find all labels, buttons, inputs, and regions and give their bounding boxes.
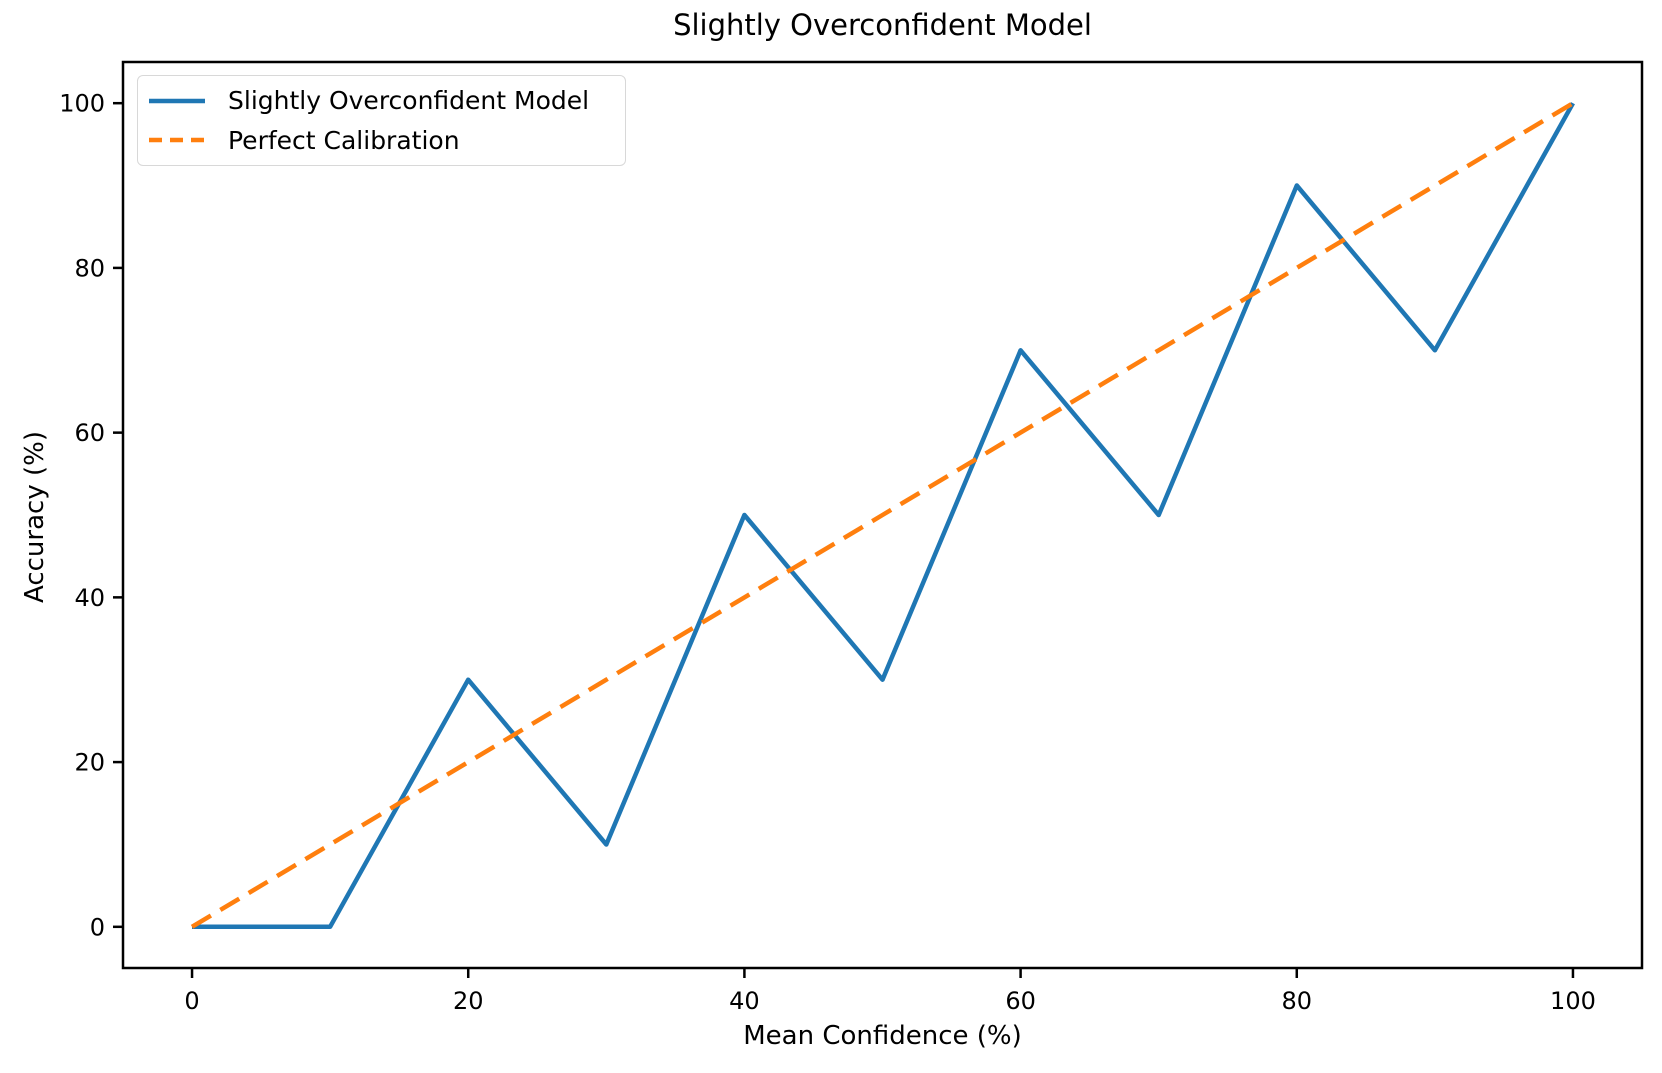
x-tick-label: 20: [453, 987, 484, 1015]
y-tick-label: 80: [74, 254, 105, 282]
x-axis-label: Mean Confidence (%): [743, 1021, 1022, 1051]
series-line-perfect-calibration: [190, 101, 1575, 929]
x-tick-label: 60: [1005, 987, 1036, 1015]
dashed-line-icon: [149, 138, 205, 143]
y-tick-label: 0: [90, 913, 105, 941]
x-tick-label: 0: [184, 987, 199, 1015]
x-tick-label: 80: [1281, 987, 1312, 1015]
x-tick-label: 40: [729, 987, 760, 1015]
legend-item-label: Slightly Overconfident Model: [228, 86, 590, 116]
legend-item-label: Perfect Calibration: [228, 125, 460, 155]
legend-item: Perfect Calibration: [148, 121, 615, 161]
y-tick-label: 20: [74, 749, 105, 777]
solid-line-icon: [149, 98, 205, 103]
y-tick-label: 60: [74, 419, 105, 447]
chart-title: Slightly Overconfident Model: [673, 8, 1092, 42]
legend-item: Slightly Overconfident Model: [148, 81, 615, 121]
axes-frame: [121, 60, 1644, 970]
x-tick-label: 100: [1550, 987, 1596, 1015]
y-tick-label: 40: [74, 584, 105, 612]
y-axis-label: Accuracy (%): [20, 431, 50, 603]
legend: Slightly Overconfident Model Perfect Cal…: [137, 75, 626, 166]
y-tick-label: 100: [59, 90, 105, 118]
